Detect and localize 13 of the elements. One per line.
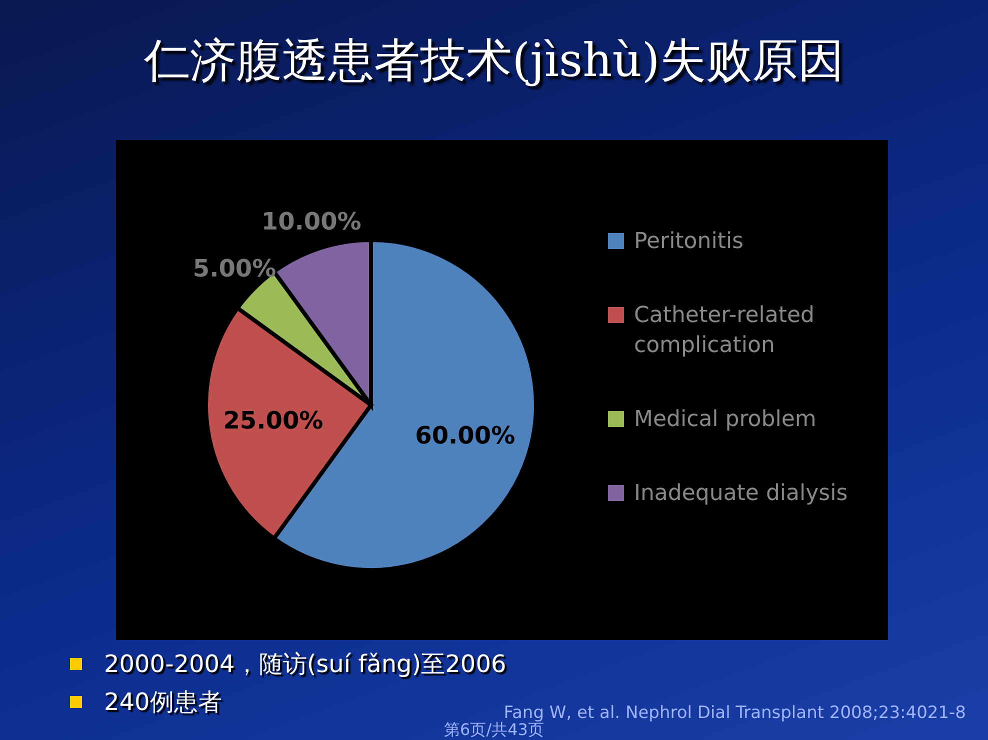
text: 240例患者 <box>104 687 222 718</box>
text: Fang W, et al. Nephrol Dial Transplant 2008;23:4021-8 <box>504 703 966 723</box>
data-label: 25.00% <box>223 406 324 434</box>
chart-title: 仁济腹透患者技术(jìshù)失败原因 <box>143 32 845 89</box>
legend-label: Catheter-related complication <box>634 302 816 360</box>
text: 第6页/共43页 <box>443 720 545 740</box>
text: 2000-2004，随访(suí fǎng)至2006 <box>104 649 506 680</box>
legend-label: Inadequate dialysis <box>634 480 848 508</box>
data-label: 5.00% <box>192 254 276 283</box>
legend-label: Medical problem <box>634 406 816 434</box>
data-label: 10.00% <box>261 207 362 236</box>
data-label: 60.00% <box>415 422 516 450</box>
legend-label: Peritonitis <box>634 228 744 256</box>
